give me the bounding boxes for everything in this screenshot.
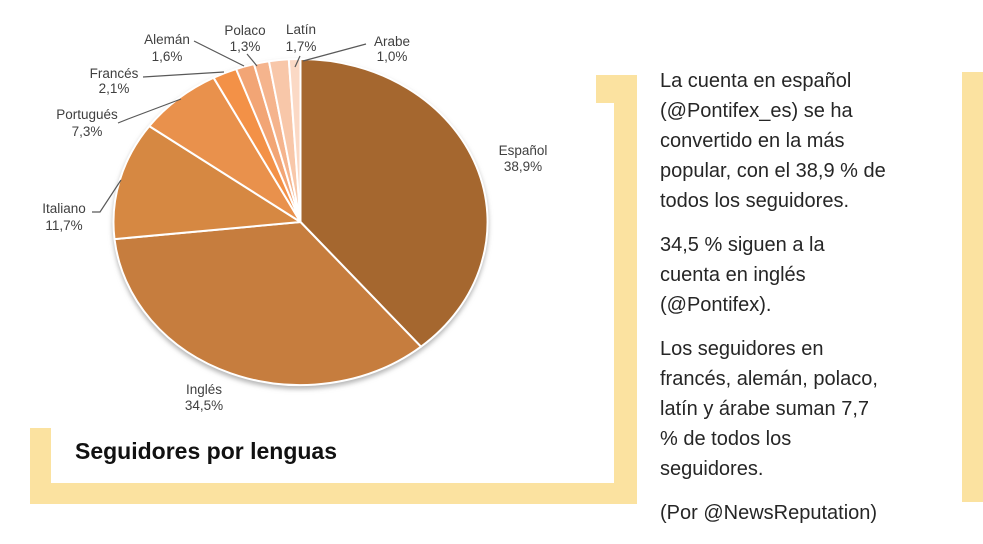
pie-slice-arabe xyxy=(287,57,302,223)
slice-label-pct-alemán: 1,6% xyxy=(152,49,183,64)
slice-label-pct-español: 38,9% xyxy=(504,159,542,174)
slice-label-name-español: Español xyxy=(499,143,548,158)
slice-label-name-portugués: Portugués xyxy=(56,107,118,122)
pie-slice-italiano xyxy=(112,125,302,241)
commentary-paragraph-credit: (Por @NewsReputation) xyxy=(660,502,878,524)
chart-title: Seguidores por lenguas xyxy=(75,438,337,464)
leader-line-italiano xyxy=(92,179,122,213)
leader-line-francés xyxy=(142,71,225,78)
slice-label-name-francés: Francés xyxy=(90,66,139,81)
leader-line-portugués xyxy=(117,98,182,124)
slice-label-pct-francés: 2,1% xyxy=(99,81,130,96)
accent-bracket-bottom-bar xyxy=(30,483,637,504)
slice-label-pct-polaco: 1,3% xyxy=(230,39,261,54)
slice-label-pct-inglés: 34,5% xyxy=(185,398,223,413)
slice-label-name-arabe: Arabe xyxy=(374,34,410,49)
pie-slice-inglés xyxy=(113,221,422,387)
slice-label-pct-italiano: 11,7% xyxy=(45,218,82,233)
accent-bracket-middle-vertical xyxy=(614,75,637,504)
slice-label-name-inglés: Inglés xyxy=(186,382,222,397)
accent-bar-right-edge xyxy=(962,72,983,502)
pie-slice-español xyxy=(299,58,489,348)
slice-label-name-polaco: Polaco xyxy=(224,23,265,38)
leader-line-latín xyxy=(294,55,301,68)
commentary-paragraph-english: 34,5 % siguen a la cuenta en inglés (@Po… xyxy=(660,234,825,316)
pie-slices-group xyxy=(112,57,489,387)
slice-label-pct-arabe: 1,0% xyxy=(377,49,408,64)
commentary-paragraph-spanish: La cuenta en español (@Pontifex_es) se h… xyxy=(660,70,886,212)
slice-label-pct-latín: 1,7% xyxy=(286,39,317,54)
leader-line-arabe xyxy=(302,43,367,62)
slice-label-name-latín: Latín xyxy=(286,22,316,37)
slice-label-pct-portugués: 7,3% xyxy=(72,124,103,139)
commentary-paragraph-others: Los seguidores en francés, alemán, polac… xyxy=(660,338,878,480)
leader-line-alemán xyxy=(193,40,245,67)
slice-label-name-alemán: Alemán xyxy=(144,32,190,47)
commentary-panel: La cuenta en español (@Pontifex_es) se h… xyxy=(660,66,960,542)
slice-label-name-italiano: Italiano xyxy=(42,201,86,216)
leader-line-polaco xyxy=(246,53,258,67)
